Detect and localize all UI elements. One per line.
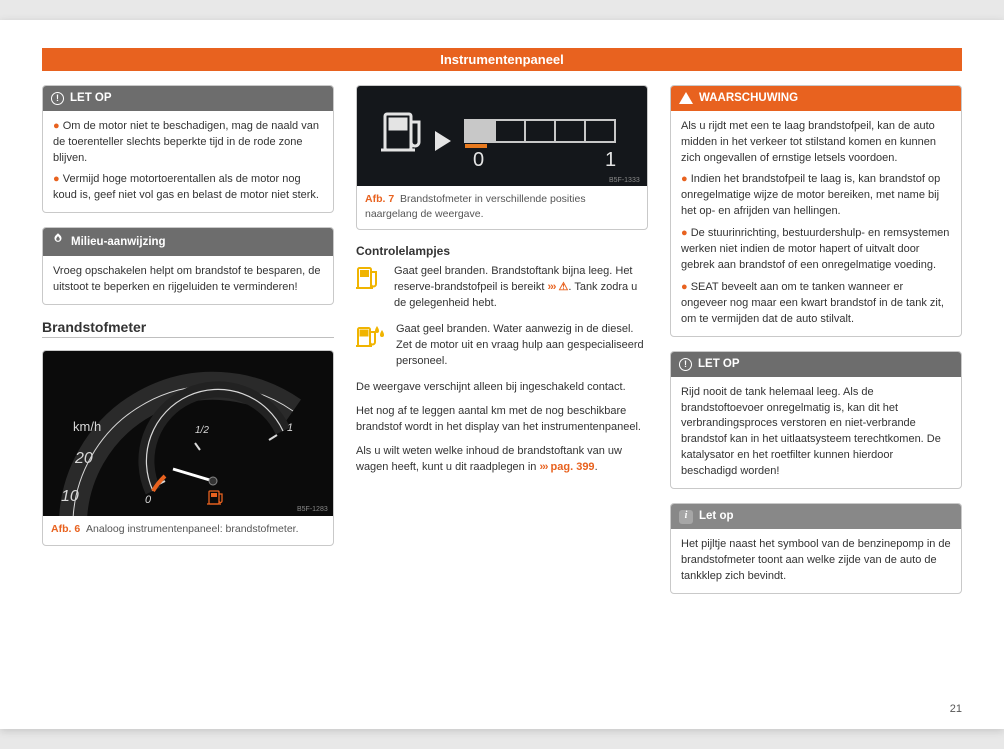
column-2: 0 1 B5F-1333 Afb. 7 Brandstofmeter in ve… (356, 85, 648, 608)
figure-7: 0 1 B5F-1333 Afb. 7 Brandstofmeter in ve… (356, 85, 648, 230)
notice-body: Het pijltje naast het symbool van de ben… (671, 529, 961, 593)
notice-body: ● Om de motor niet te beschadigen, mag d… (43, 111, 333, 213)
notice-header: WAARSCHUWING (671, 86, 961, 111)
notice-intro: Als u rijdt met een te laag brandstofpei… (681, 119, 951, 167)
content-columns: ! LET OP ● Om de motor niet te beschadig… (42, 85, 962, 608)
figure-6: km/h 10 20 0 1/2 1 (42, 350, 334, 546)
notice-let-op-2: ! LET OP Rijd nooit de tank helemaal lee… (670, 351, 962, 489)
svg-text:km/h: km/h (73, 419, 101, 434)
notice-title: Milieu-aanwijzing (71, 234, 166, 251)
notice-body: Vroeg opschakelen helpt om brandstof te … (43, 256, 333, 304)
notice-title: WAARSCHUWING (699, 90, 798, 107)
warning-lamp-water-diesel: Gaat geel branden. Water aanwezig in de … (356, 322, 648, 370)
notice-header: i Let op (671, 504, 961, 529)
notice-item: ● SEAT beveelt aan om te tanken wanneer … (681, 280, 951, 328)
notice-header: ! LET OP (43, 86, 333, 111)
figure-caption: Afb. 7 Brandstofmeter in verschillende p… (357, 186, 647, 229)
notice-header: ! LET OP (671, 352, 961, 377)
notice-info: i Let op Het pijltje naast het symbool v… (670, 503, 962, 593)
notice-warning: WAARSCHUWING Als u rijdt met een te laag… (670, 85, 962, 337)
notice-header: Milieu-aanwijzing (43, 228, 333, 256)
svg-text:1: 1 (605, 149, 616, 171)
svg-text:0: 0 (145, 494, 152, 506)
page-reference: pag. 399 (551, 461, 595, 473)
body-text: Het nog af te leggen aantal km met de no… (356, 404, 648, 436)
sub-heading: Controlelampjes (356, 244, 648, 258)
notice-item: ● De stuurinrichting, bestuurdershulp- e… (681, 226, 951, 274)
attention-icon: ! (679, 358, 692, 371)
notice-title: Let op (699, 508, 734, 525)
figure-number: Afb. 6 (51, 523, 80, 535)
environment-icon (51, 232, 65, 252)
ref-arrow: ››› (539, 461, 547, 473)
notice-title: LET OP (70, 90, 112, 107)
body-text: Als u wilt weten welke inhoud de brandst… (356, 444, 648, 476)
notice-text: Het pijltje naast het symbool van de ben… (681, 537, 951, 585)
notice-text: Vroeg opschakelen helpt om brandstof te … (53, 264, 323, 296)
warning-triangle-icon (679, 92, 693, 104)
notice-body: Rijd nooit de tank helemaal leeg. Als de… (671, 377, 961, 489)
column-3: WAARSCHUWING Als u rijdt met een te laag… (670, 85, 962, 608)
gauge-illustration: km/h 10 20 0 1/2 1 (43, 351, 333, 516)
notice-item: ● Indien het brandstofpeil te laag is, k… (681, 172, 951, 220)
info-icon: i (679, 510, 693, 524)
notice-body: Als u rijdt met een te laag brandstofpei… (671, 111, 961, 336)
manual-page: Instrumentenpaneel ! LET OP ● Om de moto… (0, 20, 1004, 729)
notice-item: ● Om de motor niet te beschadigen, mag d… (53, 119, 323, 167)
figure-number: Afb. 7 (365, 193, 394, 205)
lamp-text: Gaat geel branden. Water aanwezig in de … (396, 322, 648, 370)
figure-caption: Afb. 6 Analoog instrumentenpaneel: brand… (43, 516, 333, 545)
column-1: ! LET OP ● Om de motor niet te beschadig… (42, 85, 334, 608)
svg-text:10: 10 (61, 488, 79, 505)
chapter-header: Instrumentenpaneel (42, 48, 962, 71)
digital-fuel-illustration: 0 1 B5F-1333 (357, 86, 647, 186)
lamp-text: Gaat geel branden. Brandstoftank bijna l… (394, 264, 648, 312)
notice-text: Rijd nooit de tank helemaal leeg. Als de… (681, 385, 951, 481)
section-rule (42, 337, 334, 338)
svg-text:1: 1 (287, 422, 293, 434)
svg-text:0: 0 (473, 149, 484, 171)
warning-symbol: ⚠ (559, 281, 569, 293)
notice-title: LET OP (698, 356, 740, 373)
body-text: De weergave verschijnt alleen bij ingesc… (356, 380, 648, 396)
fuel-pump-water-icon (356, 322, 386, 370)
notice-let-op-1: ! LET OP ● Om de motor niet te beschadig… (42, 85, 334, 213)
warning-lamp-low-fuel: Gaat geel branden. Brandstoftank bijna l… (356, 264, 648, 312)
svg-text:20: 20 (74, 450, 93, 467)
image-ref: B5F-1283 (297, 506, 328, 513)
attention-icon: ! (51, 92, 64, 105)
ref-arrow: ››› (547, 281, 555, 293)
notice-item: ● Vermijd hoge motortoerentallen als de … (53, 172, 323, 204)
image-ref: B5F-1333 (609, 177, 640, 184)
fuel-pump-icon (356, 264, 384, 312)
section-title: Brandstofmeter (42, 319, 334, 335)
svg-text:1/2: 1/2 (195, 425, 209, 436)
notice-environment: Milieu-aanwijzing Vroeg opschakelen help… (42, 227, 334, 305)
page-number: 21 (950, 703, 962, 715)
